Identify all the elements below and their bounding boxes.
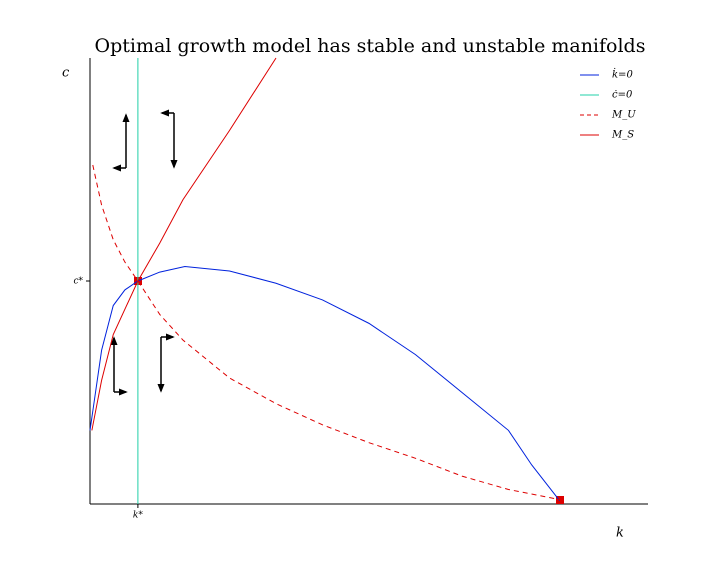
legend-label: M_U: [611, 110, 636, 121]
y-axis-label: c: [62, 66, 70, 81]
y-tick-label: c*: [73, 277, 83, 287]
series-line: [89, 265, 561, 501]
x-tick-label: k*: [133, 511, 143, 521]
legend-label: ċ=0: [612, 90, 633, 101]
endpoint: [556, 496, 564, 504]
legend-label: k̇=0: [612, 68, 633, 80]
legend-label: M_S: [611, 130, 634, 141]
phase-arrows: [110, 109, 178, 396]
x-axis-label: k: [616, 526, 624, 541]
series-line: [91, 57, 277, 431]
series-line: [92, 164, 560, 501]
chart-title: Optimal growth model has stable and unst…: [95, 35, 646, 57]
